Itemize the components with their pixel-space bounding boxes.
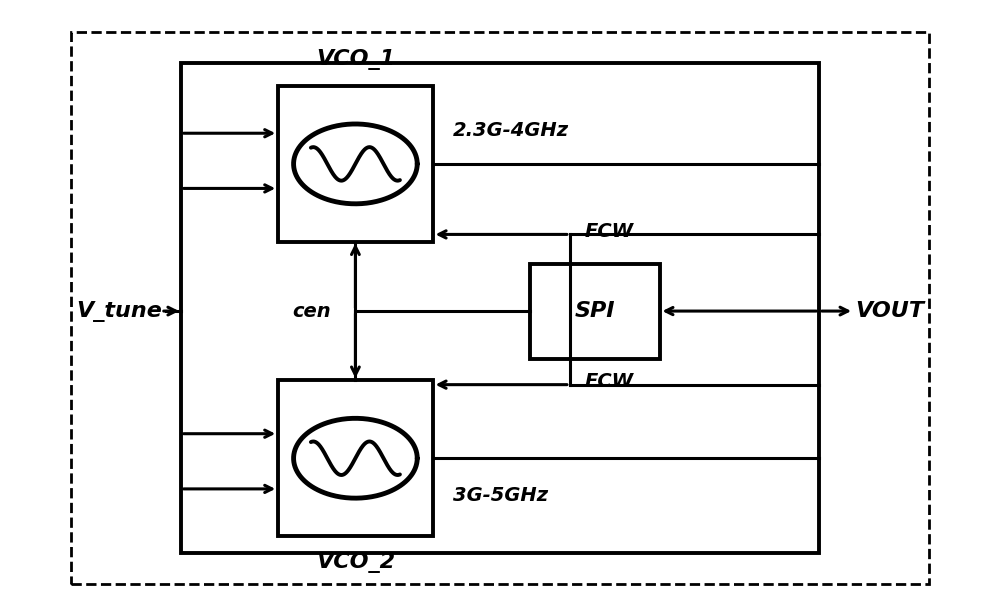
- Bar: [278, 86, 433, 242]
- Text: V_tune: V_tune: [76, 301, 162, 322]
- Text: VCO_2: VCO_2: [316, 552, 395, 573]
- Text: cen: cen: [292, 302, 330, 320]
- Text: FCW: FCW: [585, 222, 634, 241]
- Text: FCW: FCW: [585, 372, 634, 391]
- Text: 3G-5GHz: 3G-5GHz: [453, 485, 548, 505]
- Text: SPI: SPI: [574, 301, 615, 321]
- Text: 2.3G-4GHz: 2.3G-4GHz: [453, 121, 569, 140]
- Text: VCO_1: VCO_1: [316, 49, 395, 70]
- Bar: [181, 63, 819, 553]
- Bar: [71, 32, 929, 584]
- Text: VOUT: VOUT: [855, 301, 924, 321]
- Bar: [530, 264, 660, 359]
- Bar: [278, 380, 433, 537]
